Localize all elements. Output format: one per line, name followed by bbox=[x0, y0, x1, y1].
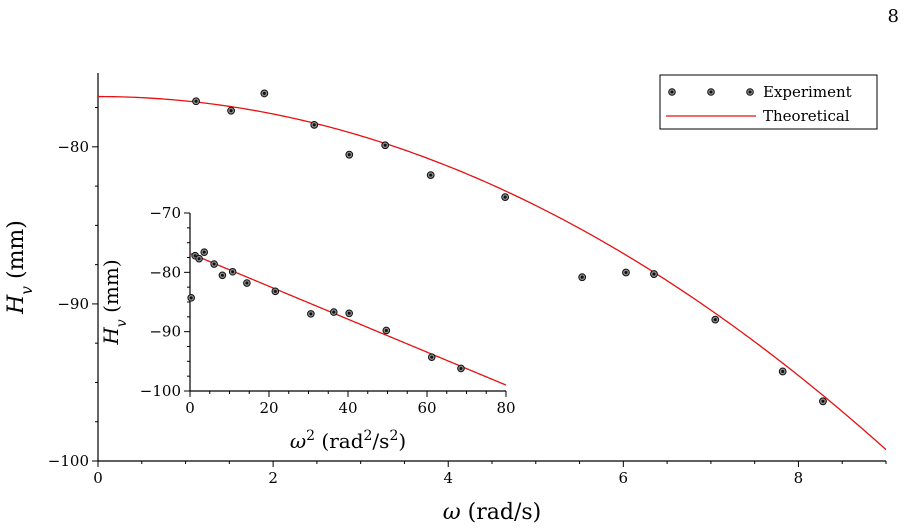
data-point bbox=[668, 88, 676, 96]
x-tick-label: 0 bbox=[93, 469, 103, 487]
data-point bbox=[382, 326, 391, 335]
x-axis-label: ω (rad/s) bbox=[443, 500, 542, 525]
legend-box bbox=[659, 74, 878, 130]
data-point bbox=[228, 267, 237, 276]
data-point bbox=[457, 364, 465, 373]
theoretical-curve bbox=[189, 252, 507, 386]
legend-entry-theoretical: Theoretical bbox=[666, 107, 850, 125]
data-point bbox=[227, 106, 235, 115]
x-tick-label: 20 bbox=[259, 399, 278, 417]
x-tick-label: 8 bbox=[794, 469, 804, 487]
data-point bbox=[210, 260, 218, 268]
data-point bbox=[650, 270, 658, 278]
data-point bbox=[746, 88, 754, 96]
data-point bbox=[195, 254, 203, 263]
data-point bbox=[427, 353, 436, 361]
y-tick-label: −80 bbox=[57, 138, 89, 156]
data-point bbox=[260, 89, 269, 98]
data-point bbox=[243, 279, 251, 287]
y-axis-label: Hv (mm) bbox=[4, 220, 36, 315]
data-point bbox=[307, 310, 315, 318]
data-point bbox=[707, 88, 715, 96]
y-tick-label: −100 bbox=[140, 382, 181, 400]
y-tick-label: −80 bbox=[149, 263, 181, 281]
legend-label: Experiment bbox=[763, 83, 852, 101]
inset-plot: 0 20 40 60 80 −100 −90 −80 −70 ω2 (rad2/s2) Hv (mm… bbox=[99, 203, 524, 453]
data-point bbox=[310, 120, 319, 129]
x-tick-label: 80 bbox=[496, 399, 515, 417]
data-point bbox=[711, 315, 720, 324]
y-tick-label: −70 bbox=[149, 204, 181, 222]
legend-label: Theoretical bbox=[763, 107, 850, 125]
data-point bbox=[381, 141, 390, 150]
data-point bbox=[426, 171, 435, 180]
data-point bbox=[329, 308, 338, 316]
legend: Experiment Theoretical bbox=[659, 74, 878, 130]
x-tick-label: 6 bbox=[619, 469, 629, 487]
x-tick-label: 60 bbox=[417, 399, 436, 417]
data-point bbox=[271, 287, 280, 296]
data-point bbox=[345, 150, 354, 159]
y-axis-label: Hv (mm) bbox=[99, 259, 130, 345]
y-tick-label: −90 bbox=[57, 295, 89, 313]
data-point bbox=[819, 397, 827, 406]
legend-entry-experiment: Experiment bbox=[668, 83, 852, 101]
data-point bbox=[578, 273, 587, 282]
y-tick-label: −100 bbox=[48, 452, 89, 470]
x-axis-label: ω2 (rad2/s2) bbox=[290, 428, 406, 453]
data-point bbox=[345, 309, 353, 318]
y-tick-label: −90 bbox=[149, 323, 181, 341]
inset-background bbox=[190, 203, 524, 391]
x-tick-label: 0 bbox=[185, 399, 195, 417]
x-tick-label: 2 bbox=[268, 469, 278, 487]
data-point bbox=[622, 268, 630, 277]
page-number: 8 bbox=[887, 6, 899, 27]
data-point bbox=[200, 248, 209, 256]
data-point bbox=[778, 367, 787, 376]
x-tick-label: 4 bbox=[443, 469, 453, 487]
theoretical-curve bbox=[97, 95, 887, 451]
x-tick-label: 40 bbox=[338, 399, 357, 417]
data-point bbox=[187, 294, 195, 302]
main-plot: 0 2 4 6 8 −100 −90 −80 ω (rad/s) Hv (mm) bbox=[4, 73, 887, 525]
data-point bbox=[218, 271, 227, 280]
data-point bbox=[501, 193, 510, 201]
data-point bbox=[192, 97, 200, 106]
